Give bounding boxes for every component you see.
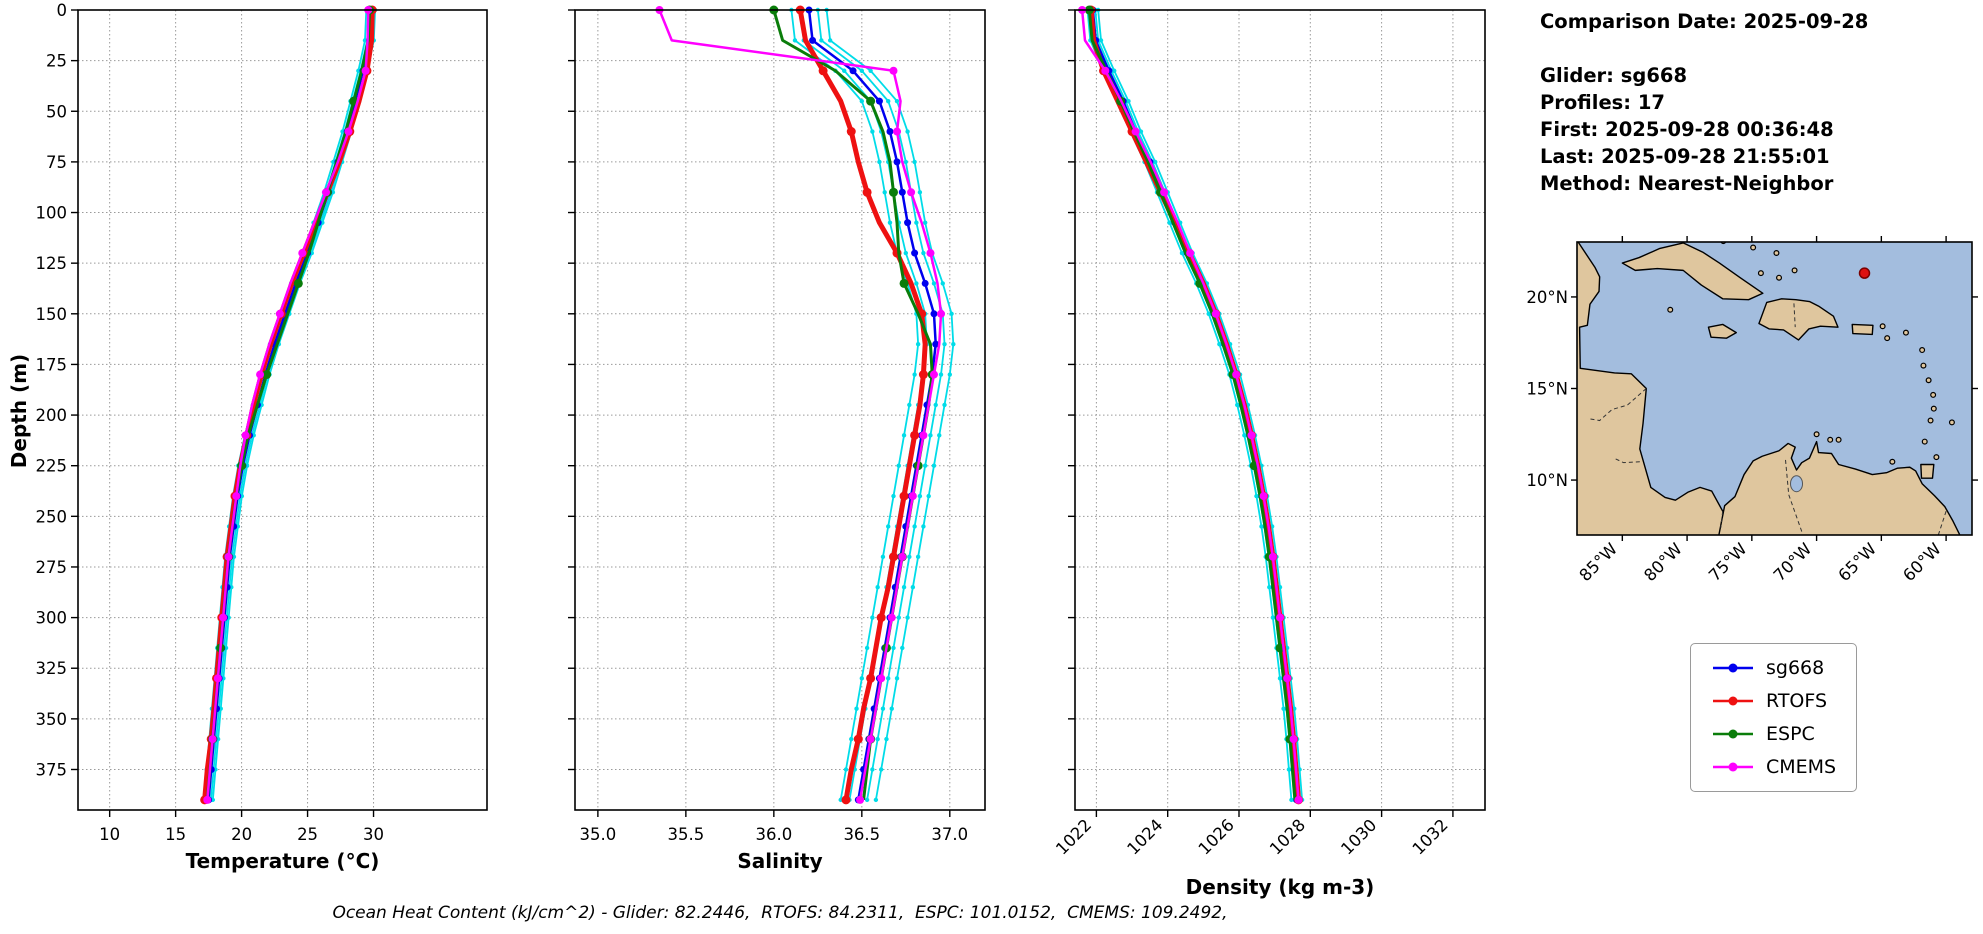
svg-text:36.5: 36.5 [843,825,880,844]
svg-text:1030: 1030 [1337,815,1380,858]
info-last-time: Last: 2025-09-28 21:55:01 [1540,145,1830,168]
glider-profile-envelope [1085,7,1294,803]
series-ESPC [205,5,375,801]
svg-text:80°W: 80°W [1640,539,1686,585]
legend: sg668 RTOFS ESPC CMEMS [1690,643,1858,792]
svg-text:25: 25 [297,825,318,844]
series-ESPC [1084,5,1297,800]
svg-text:50: 50 [46,102,67,121]
gridlines [78,9,487,810]
svg-text:35.0: 35.0 [580,825,617,844]
legend-label-espc: ESPC [1766,723,1815,745]
glider-location-marker [1858,267,1871,279]
svg-text:300: 300 [36,609,68,628]
svg-text:75°W: 75°W [1705,539,1751,585]
svg-text:15°N: 15°N [1526,380,1568,399]
series-CMEMS [203,6,373,804]
series-CMEMS [1078,6,1303,804]
svg-text:15: 15 [165,825,186,844]
info-profiles: Profiles: 17 [1540,91,1665,114]
svg-text:225: 225 [36,457,68,476]
info-spacer [1540,35,1868,62]
info-first-time: First: 2025-09-28 00:36:48 [1540,118,1834,141]
salinity-profile-chart: 35.0 35.5 36.0 36.5 37.0 Salinity [568,5,986,873]
glider-profile-envelope [1093,7,1302,803]
legend-line-rtofs-icon [1713,696,1753,706]
svg-text:375: 375 [36,760,68,779]
legend-item-cmems: CMEMS [1711,756,1836,778]
legend-item-rtofs: RTOFS [1711,690,1836,712]
temperature-profile-chart: 10 15 20 25 30025507510012515017520022525027… [36,1,488,873]
svg-text:60°W: 60°W [1899,539,1945,585]
svg-text:Density (kg m-3): Density (kg m-3) [1186,875,1375,899]
svg-text:1024: 1024 [1123,815,1166,858]
series-ESPC [769,5,937,801]
info-method: Method: Nearest-Neighbor [1540,172,1834,195]
svg-text:85°W: 85°W [1576,539,1622,585]
density-profile-chart: 1022 1024 1026 1028 1030 1032 Density (kg m-3) [1052,5,1486,899]
location-map: 20°N 15°N 10°N 85°W 80°W 75°W 70°W 65°W 60°W [1526,236,1978,585]
info-glider: Glider: sg668 [1540,64,1688,87]
svg-text:325: 325 [36,659,68,678]
ocean-heat-content-caption: Ocean Heat Content (kJ/cm^2) - Glider: 8… [332,903,1228,923]
svg-text:1026: 1026 [1195,815,1238,858]
glider-profile-envelope [824,7,956,803]
svg-text:1022: 1022 [1052,815,1095,858]
svg-text:25: 25 [46,52,67,71]
svg-text:20: 20 [231,825,252,844]
legend-line-cmems-icon [1713,762,1753,772]
svg-text:250: 250 [36,507,68,526]
svg-text:10: 10 [99,825,120,844]
svg-text:175: 175 [36,355,68,374]
map-land-layer [1577,242,1961,535]
svg-text:75: 75 [46,153,67,172]
glider-profile-envelope [201,7,369,803]
legend-label-sg668: sg668 [1766,657,1825,679]
svg-text:350: 350 [36,710,68,729]
svg-text:37.0: 37.0 [931,825,968,844]
svg-text:275: 275 [36,558,68,577]
svg-text:Salinity: Salinity [737,849,822,873]
svg-text:36.0: 36.0 [755,825,792,844]
svg-text:100: 100 [36,204,68,223]
legend-item-espc: ESPC [1711,723,1836,745]
legend-line-sg668-icon [1713,663,1753,673]
svg-text:1028: 1028 [1266,815,1309,858]
legend-item-sg668: sg668 [1711,657,1836,679]
svg-text:30: 30 [363,825,384,844]
svg-text:35.5: 35.5 [667,825,704,844]
series-RTOFS [1086,5,1304,805]
legend-label-rtofs: RTOFS [1766,690,1828,712]
legend-line-espc-icon [1713,729,1753,739]
svg-text:125: 125 [36,254,68,273]
glider-profile-envelope [789,7,921,803]
series-sg668 [1089,6,1301,804]
series-CMEMS [655,6,946,804]
svg-text:10°N: 10°N [1526,471,1568,490]
comparison-info: Comparison Date: 2025-09-28 Glider: sg66… [1540,8,1868,197]
legend-label-cmems: CMEMS [1766,756,1837,778]
svg-text:70°W: 70°W [1770,539,1816,585]
svg-text:0: 0 [57,1,68,20]
svg-text:1032: 1032 [1409,815,1452,858]
svg-text:200: 200 [36,406,68,425]
info-comparison-date: Comparison Date: 2025-09-28 [1540,10,1869,33]
svg-text:65°W: 65°W [1835,539,1881,585]
svg-text:Temperature (°C): Temperature (°C) [186,849,380,873]
svg-text:150: 150 [36,305,68,324]
gridlines [575,9,985,810]
svg-text:20°N: 20°N [1526,288,1568,307]
glider-profile-envelope [1088,7,1297,803]
